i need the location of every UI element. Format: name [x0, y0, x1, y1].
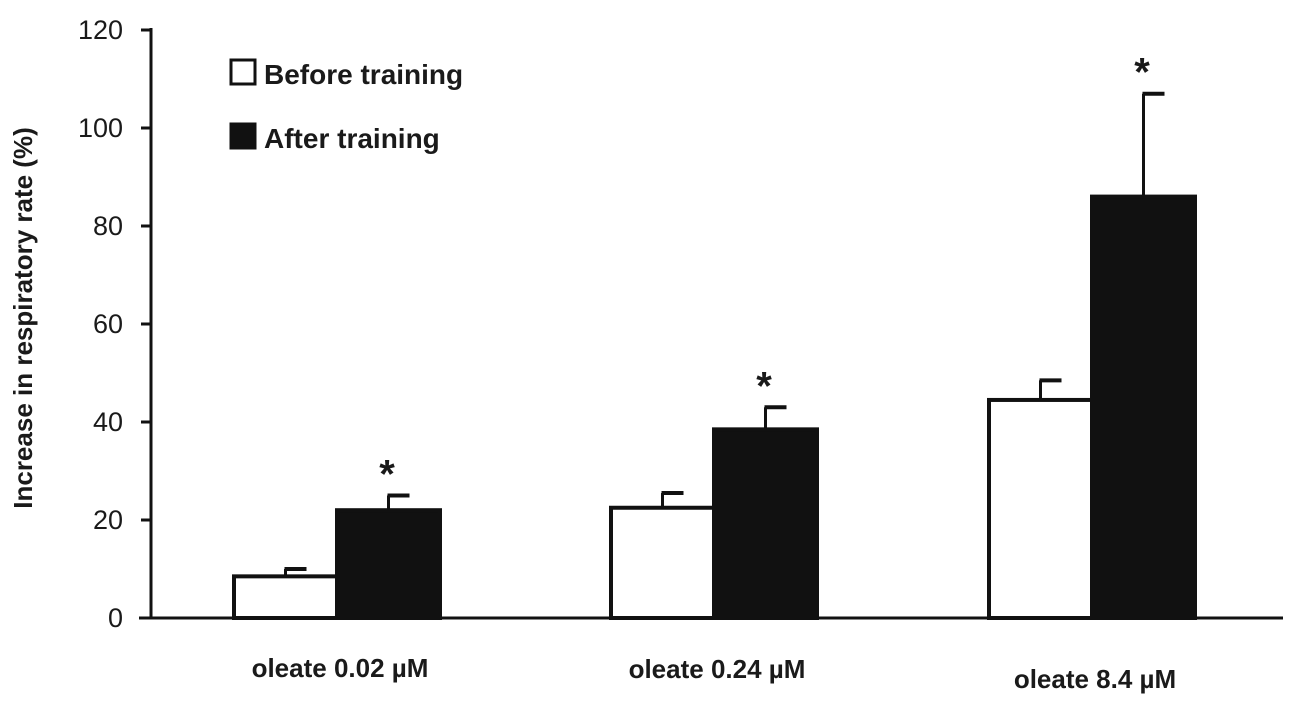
significance-marker: *: [1134, 51, 1150, 95]
bar-after-training: [712, 427, 819, 620]
bar-before-training: [987, 397, 1094, 621]
y-tick-label: 100: [78, 113, 123, 143]
y-tick-label: 120: [78, 15, 123, 45]
x-category-label: oleate 0.02 µM: [252, 653, 429, 683]
y-tick-label: 80: [93, 211, 123, 241]
y-tick-label: 60: [93, 309, 123, 339]
y-axis-title: Increase in respiratory rate (%): [8, 127, 38, 509]
significance-marker: *: [756, 364, 772, 408]
bar-before-training: [609, 505, 716, 620]
bar-before-training: [232, 574, 339, 620]
bars: oleate 0.02 µM oleate 0.24 µM oleate 8.4 µ…: [232, 51, 1197, 694]
y-tick-label: 20: [93, 505, 123, 535]
y-axis-title-group: Increase in respiratory rate (%): [8, 127, 38, 509]
x-category-label: oleate 0.24 µM: [629, 654, 806, 684]
legend: Before training After training: [229, 58, 463, 154]
x-category-label: oleate 8.4 µM: [1014, 664, 1176, 694]
significance-marker: *: [379, 453, 395, 497]
bar-after-training: [1090, 194, 1197, 620]
legend-label: Before training: [264, 59, 463, 90]
y-tick-label: 0: [108, 603, 123, 633]
legend-swatch-after-training: [229, 122, 257, 150]
bar-after-training: [335, 508, 442, 621]
legend-swatch-before-training: [229, 58, 257, 86]
legend-label: After training: [264, 123, 440, 154]
y-tick-label: 40: [93, 407, 123, 437]
